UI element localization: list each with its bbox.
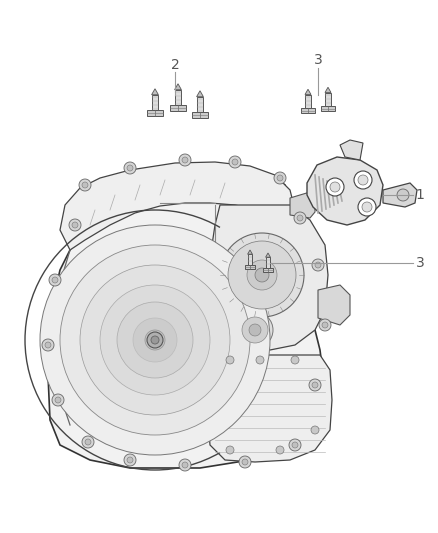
Polygon shape xyxy=(247,250,252,254)
Circle shape xyxy=(242,459,248,465)
Circle shape xyxy=(239,456,251,468)
Circle shape xyxy=(249,324,261,336)
Text: 2: 2 xyxy=(171,58,180,72)
Circle shape xyxy=(45,342,51,348)
Polygon shape xyxy=(60,162,295,250)
Polygon shape xyxy=(170,105,186,111)
Circle shape xyxy=(242,317,268,343)
Circle shape xyxy=(358,175,368,185)
Circle shape xyxy=(292,442,298,448)
Polygon shape xyxy=(175,84,181,90)
Circle shape xyxy=(55,397,61,403)
Circle shape xyxy=(255,268,269,282)
Polygon shape xyxy=(247,254,252,265)
Polygon shape xyxy=(290,192,315,218)
Circle shape xyxy=(330,182,340,192)
Circle shape xyxy=(319,319,331,331)
Circle shape xyxy=(362,202,372,212)
Circle shape xyxy=(226,446,234,454)
Circle shape xyxy=(60,245,250,435)
Circle shape xyxy=(85,439,91,445)
Polygon shape xyxy=(192,112,208,118)
Circle shape xyxy=(40,225,270,455)
Polygon shape xyxy=(305,94,311,108)
Polygon shape xyxy=(48,168,325,468)
Polygon shape xyxy=(383,183,417,207)
Text: 1: 1 xyxy=(416,188,424,202)
Polygon shape xyxy=(321,106,335,111)
Polygon shape xyxy=(265,257,270,268)
Polygon shape xyxy=(301,108,315,113)
Polygon shape xyxy=(263,268,273,272)
Circle shape xyxy=(291,356,299,364)
Polygon shape xyxy=(305,89,311,94)
Circle shape xyxy=(277,175,283,181)
Circle shape xyxy=(52,394,64,406)
Circle shape xyxy=(312,259,324,271)
Polygon shape xyxy=(147,110,162,116)
Polygon shape xyxy=(197,91,203,96)
Polygon shape xyxy=(325,87,331,93)
Circle shape xyxy=(315,262,321,268)
Circle shape xyxy=(147,332,163,348)
Polygon shape xyxy=(340,140,363,160)
Circle shape xyxy=(397,189,409,201)
Circle shape xyxy=(229,156,241,168)
Polygon shape xyxy=(325,93,331,106)
Circle shape xyxy=(124,454,136,466)
Circle shape xyxy=(151,336,159,344)
Circle shape xyxy=(133,318,177,362)
Polygon shape xyxy=(244,265,255,269)
Circle shape xyxy=(289,439,301,451)
Circle shape xyxy=(127,457,133,463)
Circle shape xyxy=(311,426,319,434)
Circle shape xyxy=(354,171,372,189)
Text: 3: 3 xyxy=(314,53,322,67)
Circle shape xyxy=(226,356,234,364)
Circle shape xyxy=(79,179,91,191)
Circle shape xyxy=(322,322,328,328)
Polygon shape xyxy=(175,90,181,105)
Polygon shape xyxy=(265,253,270,257)
Circle shape xyxy=(182,157,188,163)
Circle shape xyxy=(117,302,193,378)
Circle shape xyxy=(312,382,318,388)
Polygon shape xyxy=(208,355,332,462)
Circle shape xyxy=(247,260,277,290)
Polygon shape xyxy=(318,285,350,325)
Circle shape xyxy=(42,339,54,351)
Circle shape xyxy=(358,198,376,216)
Circle shape xyxy=(72,222,78,228)
Circle shape xyxy=(274,172,286,184)
Circle shape xyxy=(145,330,165,350)
Circle shape xyxy=(82,436,94,448)
Polygon shape xyxy=(152,95,159,110)
Circle shape xyxy=(232,159,238,165)
Circle shape xyxy=(179,154,191,166)
Circle shape xyxy=(100,285,210,395)
Circle shape xyxy=(276,446,284,454)
Circle shape xyxy=(52,277,58,283)
Circle shape xyxy=(179,459,191,471)
Circle shape xyxy=(127,165,133,171)
Circle shape xyxy=(220,233,304,317)
Circle shape xyxy=(256,356,264,364)
Circle shape xyxy=(49,274,61,286)
Polygon shape xyxy=(152,89,159,95)
Polygon shape xyxy=(307,157,383,225)
Circle shape xyxy=(297,215,303,221)
Polygon shape xyxy=(197,96,203,112)
Circle shape xyxy=(294,212,306,224)
Circle shape xyxy=(326,178,344,196)
Circle shape xyxy=(182,462,188,468)
Circle shape xyxy=(80,265,230,415)
Circle shape xyxy=(69,219,81,231)
Text: 3: 3 xyxy=(416,256,424,270)
Circle shape xyxy=(237,312,273,348)
Circle shape xyxy=(309,379,321,391)
Circle shape xyxy=(124,162,136,174)
Circle shape xyxy=(228,241,296,309)
Polygon shape xyxy=(210,205,328,350)
Circle shape xyxy=(82,182,88,188)
